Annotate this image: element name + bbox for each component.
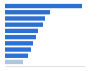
bar [5,23,43,27]
bar [5,54,28,58]
bar [5,41,33,45]
bar [5,29,38,33]
bars [5,4,82,64]
bar [5,10,50,14]
bar [5,16,45,20]
x-axis-line [6,66,86,67]
x-axis [6,66,86,67]
bar [5,4,82,8]
bar [5,35,36,39]
plot-area [5,4,86,67]
chart [0,0,100,71]
bar [5,60,23,64]
bar [5,47,31,51]
